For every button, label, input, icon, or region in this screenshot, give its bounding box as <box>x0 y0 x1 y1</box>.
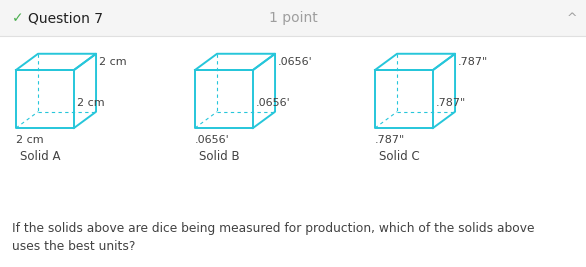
Text: ^: ^ <box>567 11 577 25</box>
Text: ✓: ✓ <box>12 11 23 25</box>
Text: .787": .787" <box>436 98 466 108</box>
Text: Question 7: Question 7 <box>28 11 103 25</box>
Text: If the solids above are dice being measured for production, which of the solids : If the solids above are dice being measu… <box>12 222 534 253</box>
Text: Solid C: Solid C <box>379 150 420 163</box>
Text: .787": .787" <box>375 135 406 145</box>
Text: Solid A: Solid A <box>20 150 60 163</box>
FancyBboxPatch shape <box>0 0 586 36</box>
Text: 2 cm: 2 cm <box>77 98 105 108</box>
Text: .0656': .0656' <box>278 57 313 67</box>
Text: 2 cm: 2 cm <box>99 57 127 67</box>
Text: .0656': .0656' <box>195 135 230 145</box>
Text: Solid B: Solid B <box>199 150 240 163</box>
Text: .787": .787" <box>458 57 488 67</box>
Text: .0656': .0656' <box>256 98 291 108</box>
Text: 1 point: 1 point <box>268 11 318 25</box>
Text: 2 cm: 2 cm <box>16 135 43 145</box>
